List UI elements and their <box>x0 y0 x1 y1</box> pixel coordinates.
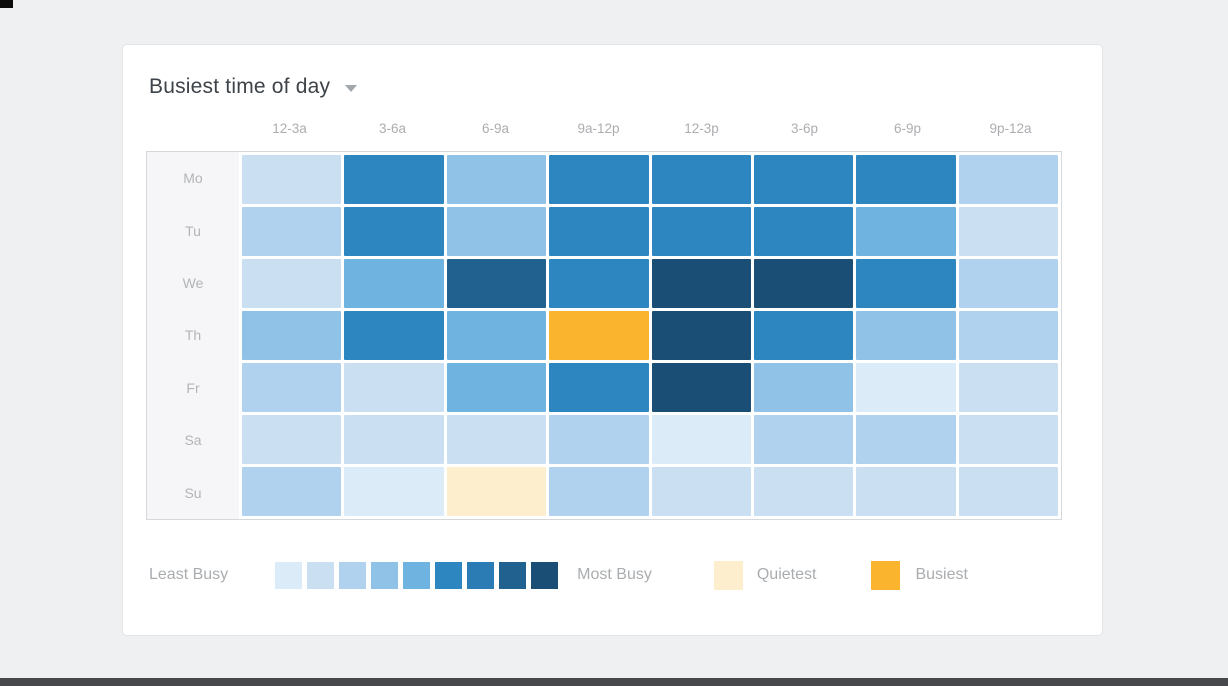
row-label-Tu: Tu <box>185 222 201 239</box>
heatmap-cell-Fr-9p-12a[interactable] <box>958 363 1058 412</box>
heatmap-cell-Fr-3-6a[interactable] <box>344 363 444 412</box>
column-header-12-3p: 12-3p <box>684 121 719 136</box>
heatmap-cell-Th-9p-12a[interactable] <box>958 311 1058 360</box>
heatmap-cell-Th-12-3a[interactable] <box>242 311 342 360</box>
heatmap-cell-Mo-9a-12p[interactable] <box>549 155 649 204</box>
legend-scale-swatch-9 <box>531 561 559 589</box>
heatmap-cell-Tu-6-9a[interactable] <box>446 207 547 256</box>
heatmap-cell-Tu-6-9p[interactable] <box>856 207 956 256</box>
chart-title: Busiest time of day <box>149 75 331 98</box>
heatmap-cell-Sa-12-3a[interactable] <box>242 415 342 464</box>
legend-scale-swatch-2 <box>307 561 335 589</box>
heatmap-cell-Su-3-6p[interactable] <box>753 467 854 516</box>
column-header-6-9a: 6-9a <box>481 121 510 136</box>
column-header-3-6p: 3-6p <box>790 121 819 136</box>
heatmap: Mo Tu We Th Fr Sa Su <box>146 151 1062 520</box>
column-header-3-6a: 3-6a <box>378 121 407 136</box>
row-label-Th: Th <box>184 327 202 344</box>
legend-scale-swatch-3 <box>339 561 367 589</box>
window-bottom-bar <box>0 678 1228 686</box>
heatmap-cell-Fr-12-3p[interactable] <box>651 363 751 412</box>
heatmap-cell-Su-9a-12p[interactable] <box>549 467 649 516</box>
heatmap-cell-We-6-9p[interactable] <box>856 259 956 308</box>
heatmap-cell-Tu-9p-12a[interactable] <box>958 207 1058 256</box>
legend-scale-swatch-6 <box>435 561 463 589</box>
heatmap-cell-Mo-6-9a[interactable] <box>446 155 547 204</box>
heatmap-column-headers: 12-3a 3-6a 6-9a 9a-12p 12-3p 3-6p 6-9p 9p-12a <box>238 121 1062 136</box>
heatmap-cell-Su-12-3p[interactable] <box>651 467 751 516</box>
heatmap-cell-Th-6-9p[interactable] <box>856 311 956 360</box>
column-header-6-9p: 6-9p <box>893 121 922 136</box>
heatmap-cell-Th-9a-12p[interactable] <box>549 311 649 360</box>
heatmap-cell-Tu-12-3p[interactable] <box>651 207 751 256</box>
legend-quietest-swatch <box>713 560 743 590</box>
heatmap-cells <box>239 152 1061 519</box>
legend: Least Busy Most Busy Quietest Busiest <box>149 557 1079 593</box>
heatmap-cell-Fr-3-6p[interactable] <box>753 363 854 412</box>
legend-most-busy-label: Most Busy <box>577 566 652 583</box>
column-header-9a-12p: 9a-12p <box>577 121 620 136</box>
heatmap-cell-Mo-12-3p[interactable] <box>651 155 751 204</box>
heatmap-cell-Th-6-9a[interactable] <box>446 311 547 360</box>
legend-busiest-swatch <box>871 560 901 590</box>
heatmap-cell-Sa-6-9a[interactable] <box>446 415 547 464</box>
heatmap-cell-Tu-12-3a[interactable] <box>242 207 342 256</box>
heatmap-cell-We-9p-12a[interactable] <box>958 259 1058 308</box>
heatmap-cell-Sa-6-9p[interactable] <box>856 415 956 464</box>
legend-scale-swatch-5 <box>403 561 431 589</box>
heatmap-cell-Su-12-3a[interactable] <box>242 467 342 516</box>
heatmap-cell-Mo-6-9p[interactable] <box>856 155 956 204</box>
heatmap-cell-Fr-9a-12p[interactable] <box>549 363 649 412</box>
heatmap-cell-Su-6-9p[interactable] <box>856 467 956 516</box>
heatmap-cell-Sa-3-6a[interactable] <box>344 415 444 464</box>
window-artifact <box>0 0 13 8</box>
row-label-We: We <box>182 275 204 292</box>
column-header-9p-12a: 9p-12a <box>989 121 1032 136</box>
heatmap-cell-Sa-12-3p[interactable] <box>651 415 751 464</box>
heatmap-cell-Mo-3-6a[interactable] <box>344 155 444 204</box>
heatmap-cell-Mo-12-3a[interactable] <box>242 155 342 204</box>
heatmap-cell-Th-12-3p[interactable] <box>651 311 751 360</box>
heatmap-cell-Th-3-6p[interactable] <box>753 311 854 360</box>
heatmap-row-labels: Mo Tu We Th Fr Sa Su <box>147 152 239 519</box>
legend-scale-swatch-1 <box>275 561 303 589</box>
row-label-Mo: Mo <box>183 170 203 187</box>
heatmap-cell-Tu-9a-12p[interactable] <box>549 207 649 256</box>
row-label-Fr: Fr <box>186 379 200 396</box>
heatmap-cell-Th-3-6a[interactable] <box>344 311 444 360</box>
heatmap-cell-Sa-9p-12a[interactable] <box>958 415 1058 464</box>
heatmap-cell-Fr-6-9a[interactable] <box>446 363 547 412</box>
heatmap-cell-Mo-9p-12a[interactable] <box>958 155 1058 204</box>
heatmap-cell-Fr-12-3a[interactable] <box>242 363 342 412</box>
chart-title-dropdown[interactable]: Busiest time of day <box>149 75 358 99</box>
legend-scale-swatch-8 <box>499 561 527 589</box>
legend-least-busy-label: Least Busy <box>149 566 229 583</box>
column-header-12-3a: 12-3a <box>272 121 307 136</box>
legend-scale-swatch-7 <box>467 561 495 589</box>
heatmap-cell-We-12-3a[interactable] <box>242 259 342 308</box>
heatmap-cell-Sa-9a-12p[interactable] <box>549 415 649 464</box>
busiest-time-card: Busiest time of day 12-3a 3-6a 6-9a 9a-12p 1… <box>122 44 1103 636</box>
legend-busiest-label: Busiest <box>915 566 968 583</box>
heatmap-cell-Mo-3-6p[interactable] <box>753 155 854 204</box>
heatmap-cell-We-9a-12p[interactable] <box>549 259 649 308</box>
legend-scale-swatch-4 <box>371 561 399 589</box>
heatmap-cell-We-3-6a[interactable] <box>344 259 444 308</box>
heatmap-cell-Su-9p-12a[interactable] <box>958 467 1058 516</box>
legend-quietest-label: Quietest <box>756 566 817 583</box>
heatmap-cell-We-6-9a[interactable] <box>446 259 547 308</box>
row-label-Sa: Sa <box>184 432 202 449</box>
heatmap-cell-Sa-3-6p[interactable] <box>753 415 854 464</box>
heatmap-cell-Su-3-6a[interactable] <box>344 467 444 516</box>
caret-down-icon[interactable] <box>345 85 358 92</box>
heatmap-cell-Su-6-9a[interactable] <box>446 467 547 516</box>
legend-color-scale <box>275 561 559 589</box>
heatmap-cell-We-3-6p[interactable] <box>753 259 854 308</box>
heatmap-cell-Tu-3-6p[interactable] <box>753 207 854 256</box>
heatmap-cell-We-12-3p[interactable] <box>651 259 751 308</box>
row-label-Su: Su <box>184 484 202 501</box>
heatmap-cell-Tu-3-6a[interactable] <box>344 207 444 256</box>
heatmap-cell-Fr-6-9p[interactable] <box>856 363 956 412</box>
